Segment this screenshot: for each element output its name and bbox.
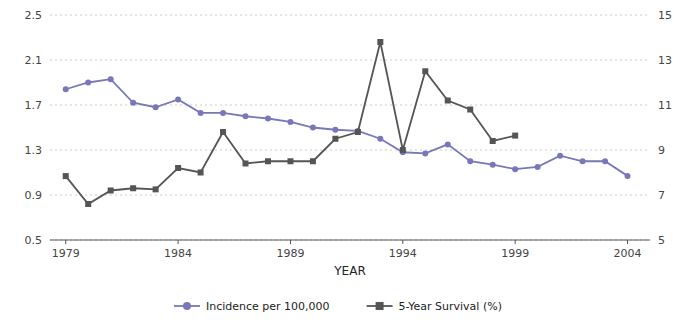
point bbox=[153, 104, 159, 110]
point bbox=[602, 158, 608, 164]
point bbox=[153, 186, 159, 192]
y-tick-label: 2.5 bbox=[25, 9, 43, 22]
point bbox=[198, 170, 204, 176]
legend-marker bbox=[183, 302, 191, 310]
x-tick-label: 1989 bbox=[276, 247, 304, 260]
point bbox=[63, 173, 69, 179]
point bbox=[445, 141, 451, 147]
grid-line bbox=[50, 15, 650, 16]
x-tick bbox=[627, 240, 628, 244]
point bbox=[445, 98, 451, 104]
point bbox=[467, 107, 473, 113]
point bbox=[490, 162, 496, 168]
point bbox=[310, 125, 316, 131]
point bbox=[422, 68, 428, 74]
point bbox=[512, 133, 518, 139]
point bbox=[625, 173, 631, 179]
x-tick bbox=[290, 240, 291, 244]
y2-tick-label: 11 bbox=[658, 99, 672, 112]
point bbox=[220, 110, 226, 116]
point bbox=[422, 150, 428, 156]
point bbox=[175, 96, 181, 102]
x-tick bbox=[178, 240, 179, 244]
point bbox=[198, 110, 204, 116]
y2-tick-label: 7 bbox=[658, 189, 665, 202]
point bbox=[377, 39, 383, 45]
y-tick-label: 1.3 bbox=[25, 144, 43, 157]
point bbox=[287, 119, 293, 125]
point bbox=[63, 86, 69, 92]
point bbox=[355, 129, 361, 135]
x-tick-label: 1979 bbox=[52, 247, 80, 260]
point bbox=[265, 158, 271, 164]
x-axis-line bbox=[50, 240, 650, 241]
x-tick bbox=[515, 240, 516, 244]
x-tick-label: 1994 bbox=[389, 247, 417, 260]
grid-line bbox=[50, 150, 650, 151]
plot-area bbox=[63, 39, 631, 207]
y2-tick-label: 13 bbox=[658, 54, 672, 67]
point bbox=[310, 158, 316, 164]
point bbox=[243, 113, 249, 119]
point bbox=[85, 80, 91, 86]
point bbox=[108, 188, 114, 194]
x-tick bbox=[65, 240, 66, 244]
point bbox=[535, 164, 541, 170]
point bbox=[377, 136, 383, 142]
point bbox=[175, 165, 181, 171]
y-tick-label: 2.1 bbox=[25, 54, 43, 67]
y2-tick-label: 9 bbox=[658, 144, 665, 157]
point bbox=[490, 138, 496, 144]
point bbox=[287, 158, 293, 164]
series-line bbox=[66, 79, 628, 176]
point bbox=[467, 158, 473, 164]
grid-line bbox=[50, 60, 650, 61]
point bbox=[557, 153, 563, 159]
chart: 0.5 0.9 1.3 1.7 2.1 2.5 5 7 9 11 13 15 1979 1984 1989 1… bbox=[0, 0, 700, 320]
y-tick-label: 1.7 bbox=[25, 99, 43, 112]
x-axis-label: YEAR bbox=[333, 264, 365, 278]
x-tick-label: 1984 bbox=[164, 247, 192, 260]
x-tick-label: 2004 bbox=[614, 247, 642, 260]
point bbox=[130, 100, 136, 106]
point bbox=[332, 136, 338, 142]
y-tick-label: 0.5 bbox=[25, 234, 43, 247]
y-tick-label: 0.9 bbox=[25, 189, 43, 202]
point bbox=[220, 129, 226, 135]
series-line bbox=[66, 42, 515, 204]
point bbox=[85, 201, 91, 207]
legend: Incidence per 100,000 5-Year Survival (%) bbox=[174, 300, 502, 313]
y2-tick-label: 5 bbox=[658, 234, 665, 247]
point bbox=[243, 161, 249, 167]
grid-line bbox=[50, 195, 650, 196]
grid-line bbox=[50, 240, 650, 241]
point bbox=[130, 185, 136, 191]
y2-tick-label: 15 bbox=[658, 9, 672, 22]
x-tick-label: 1999 bbox=[501, 247, 529, 260]
x-tick bbox=[402, 240, 403, 244]
point bbox=[108, 76, 114, 82]
legend-label: Incidence per 100,000 bbox=[206, 300, 330, 313]
legend-marker bbox=[376, 302, 384, 310]
point bbox=[580, 158, 586, 164]
point bbox=[332, 127, 338, 133]
point bbox=[512, 166, 518, 172]
point bbox=[265, 116, 271, 122]
legend-label: 5-Year Survival (%) bbox=[399, 300, 502, 313]
point bbox=[400, 147, 406, 153]
